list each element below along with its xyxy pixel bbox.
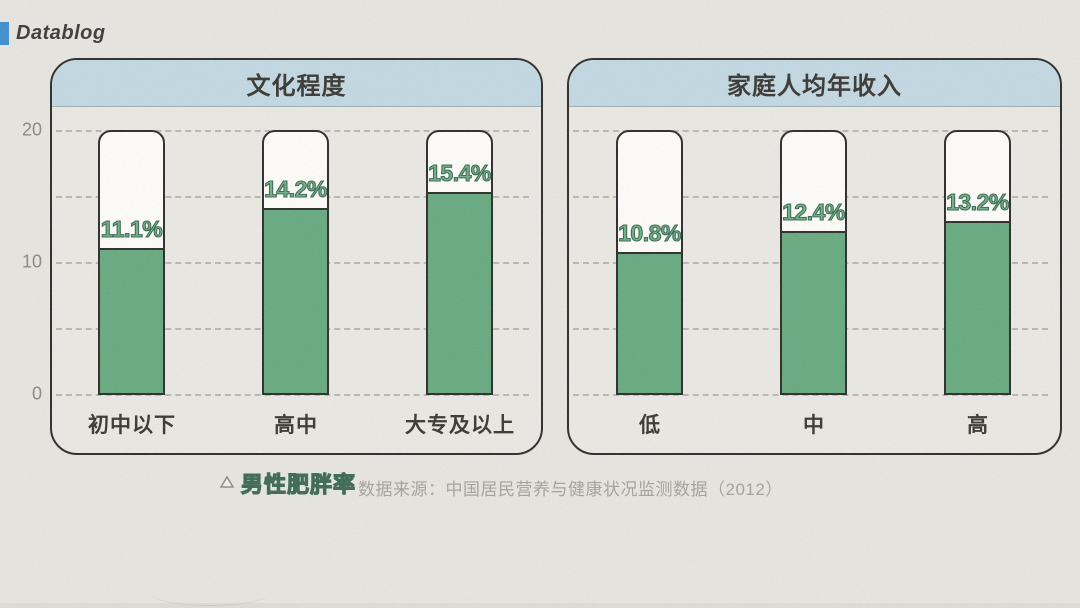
bar-value-label: 15.4% xyxy=(428,159,492,186)
panel-household-income: 家庭人均年收入 10.8% 12.4% 13.2% 低 中 高 xyxy=(567,58,1062,455)
panel-income-title: 家庭人均年收入 xyxy=(569,60,1060,107)
bar-education-below-middle-school: 11.1% xyxy=(98,130,165,395)
bar-education-high-school: 14.2% xyxy=(262,130,329,395)
triangle-marker-icon xyxy=(219,475,235,494)
y-axis-tick-0: 0 xyxy=(31,383,42,404)
y-axis-tick-10: 10 xyxy=(21,251,42,272)
bar-education-college-and-above: 15.4% xyxy=(426,130,493,395)
bar-fill xyxy=(428,192,491,393)
paper-edge-shadow xyxy=(0,603,1080,608)
legend-series-label: 男性肥胖率 xyxy=(240,471,357,497)
bar-income-middle: 12.4% xyxy=(780,130,847,395)
bar-income-low: 10.8% xyxy=(616,130,683,395)
y-axis-tick-20: 20 xyxy=(21,119,42,140)
panel-education-level: 文化程度 11.1% 14.2% 15.4% 初中以下 高中 大专及以上 xyxy=(50,58,543,455)
panel-education-title: 文化程度 xyxy=(52,60,541,107)
bar-income-high: 13.2% xyxy=(944,130,1011,395)
category-label-middle: 中 xyxy=(803,414,825,437)
bar-fill xyxy=(264,208,327,393)
category-label-below-middle-school: 初中以下 xyxy=(88,414,176,437)
bar-fill xyxy=(946,221,1009,393)
bar-value-label: 11.1% xyxy=(100,215,163,242)
bar-value-label: 13.2% xyxy=(946,188,1010,215)
logo-accent-bar-icon xyxy=(0,21,9,45)
bar-fill xyxy=(618,252,681,393)
category-label-college-and-above: 大专及以上 xyxy=(405,414,515,437)
bar-fill xyxy=(782,231,845,393)
bar-value-label: 12.4% xyxy=(782,198,846,225)
bar-value-label: 10.8% xyxy=(618,219,682,246)
logo: Datablog xyxy=(0,20,106,46)
category-label-low: 低 xyxy=(639,414,661,437)
bar-fill xyxy=(100,248,163,393)
logo-text: Datablog xyxy=(16,21,106,44)
category-label-high: 高 xyxy=(967,414,989,437)
data-source-caption: 数据来源：中国居民营养与健康状况监测数据（2012） xyxy=(358,480,783,499)
category-label-high-school: 高中 xyxy=(274,414,318,437)
bar-value-label: 14.2% xyxy=(264,175,328,202)
